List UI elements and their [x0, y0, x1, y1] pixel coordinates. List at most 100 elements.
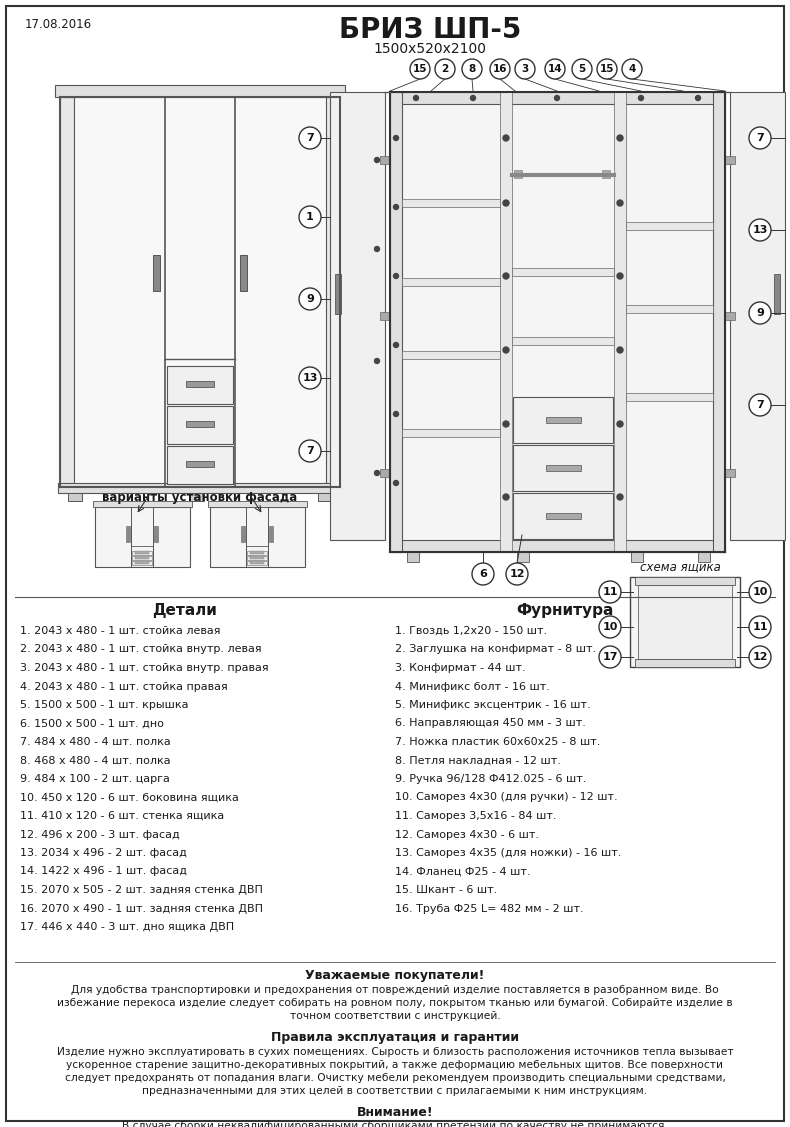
Bar — [514, 170, 522, 178]
Text: Детали: Детали — [152, 603, 217, 619]
Circle shape — [749, 219, 771, 241]
Circle shape — [749, 302, 771, 323]
Text: 15: 15 — [600, 64, 615, 74]
Circle shape — [374, 247, 379, 251]
Text: 12. Саморез 4х30 - 6 шт.: 12. Саморез 4х30 - 6 шт. — [395, 829, 539, 840]
Circle shape — [435, 59, 455, 79]
Bar — [95, 507, 190, 567]
Text: 7: 7 — [756, 400, 764, 410]
Bar — [380, 156, 390, 165]
Text: 8: 8 — [468, 64, 476, 74]
Text: 6. Направляющая 450 мм - 3 шт.: 6. Направляющая 450 мм - 3 шт. — [395, 719, 586, 728]
Text: 13: 13 — [303, 373, 318, 383]
Circle shape — [617, 421, 623, 427]
Bar — [512, 268, 614, 276]
Bar — [167, 366, 233, 403]
Bar — [500, 92, 512, 552]
Circle shape — [617, 135, 623, 141]
Bar — [626, 222, 713, 230]
Bar — [402, 350, 500, 360]
Text: 14. 1422 х 496 - 1 шт. фасад: 14. 1422 х 496 - 1 шт. фасад — [20, 867, 187, 877]
Text: 13: 13 — [752, 225, 768, 236]
Text: 16. Труба Ф25 L= 482 мм - 2 шт.: 16. Труба Ф25 L= 482 мм - 2 шт. — [395, 904, 584, 914]
Text: 7: 7 — [756, 133, 764, 143]
Text: Для удобства транспортировки и предохранения от повреждений изделие поставляется: Для удобства транспортировки и предохран… — [71, 985, 719, 995]
Text: Правила эксплуатация и гарантии: Правила эксплуатация и гарантии — [271, 1030, 519, 1044]
Text: 8. 468 х 480 - 4 шт. полка: 8. 468 х 480 - 4 шт. полка — [20, 755, 171, 765]
Bar — [635, 659, 735, 667]
Bar — [208, 502, 307, 507]
Bar — [725, 312, 735, 320]
Text: 11. 410 х 120 - 6 шт. стенка ящика: 11. 410 х 120 - 6 шт. стенка ящика — [20, 811, 224, 820]
Text: 15: 15 — [412, 64, 427, 74]
Bar — [135, 561, 149, 564]
Circle shape — [503, 494, 509, 500]
Bar — [513, 445, 613, 491]
Bar — [326, 97, 340, 487]
Text: 9: 9 — [756, 308, 764, 318]
Text: избежание перекоса изделие следует собирать на ровном полу, покрытом тканью или : избежание перекоса изделие следует собир… — [57, 999, 733, 1008]
Bar — [335, 274, 341, 314]
Bar — [725, 469, 735, 477]
Text: В случае сборки неквалифицированными сборщиками претензии по качеству не принима: В случае сборки неквалифицированными сбо… — [122, 1121, 668, 1127]
Bar — [135, 556, 149, 559]
Bar — [250, 556, 264, 559]
Bar — [517, 552, 529, 562]
Text: 17. 446 х 440 - 3 шт. дно ящика ДВП: 17. 446 х 440 - 3 шт. дно ящика ДВП — [20, 922, 234, 932]
Bar — [402, 278, 500, 286]
Bar — [402, 429, 500, 437]
Bar — [58, 483, 342, 492]
Circle shape — [749, 582, 771, 603]
Circle shape — [299, 289, 321, 310]
Text: 1. 2043 х 480 - 1 шт. стойка левая: 1. 2043 х 480 - 1 шт. стойка левая — [20, 625, 220, 636]
Text: 11: 11 — [602, 587, 618, 597]
Text: следует предохранять от попадания влаги. Очистку мебели рекомендуем производить : следует предохранять от попадания влаги.… — [65, 1073, 725, 1083]
Text: 9: 9 — [306, 294, 314, 304]
Bar — [635, 577, 735, 585]
Bar — [546, 465, 581, 471]
Circle shape — [749, 127, 771, 149]
Text: 2. 2043 х 480 - 1 шт. стойка внутр. левая: 2. 2043 х 480 - 1 шт. стойка внутр. лева… — [20, 645, 261, 655]
Circle shape — [471, 96, 476, 100]
Bar — [630, 577, 740, 667]
Text: БРИЗ ШП-5: БРИЗ ШП-5 — [339, 16, 521, 44]
Text: 17: 17 — [602, 653, 618, 662]
Text: 10. Саморез 4х30 (для ручки) - 12 шт.: 10. Саморез 4х30 (для ручки) - 12 шт. — [395, 792, 618, 802]
Circle shape — [299, 440, 321, 462]
Text: 8. Петля накладная - 12 шт.: 8. Петля накладная - 12 шт. — [395, 755, 561, 765]
Bar — [241, 526, 245, 542]
Circle shape — [299, 206, 321, 228]
Text: 9. Ручка 96/128 Ф412.025 - 6 шт.: 9. Ручка 96/128 Ф412.025 - 6 шт. — [395, 774, 586, 784]
Circle shape — [597, 59, 617, 79]
Text: 17.08.2016: 17.08.2016 — [25, 18, 92, 30]
Text: 10: 10 — [752, 587, 768, 597]
Circle shape — [503, 421, 509, 427]
Circle shape — [299, 127, 321, 149]
Circle shape — [374, 470, 379, 476]
Bar — [631, 552, 643, 562]
Bar — [132, 556, 152, 560]
Bar — [730, 92, 785, 540]
Circle shape — [503, 347, 509, 353]
Circle shape — [599, 646, 621, 668]
Circle shape — [617, 273, 623, 279]
Bar — [407, 552, 419, 562]
Bar — [774, 274, 780, 314]
Circle shape — [749, 616, 771, 638]
Text: варианты установки фасада: варианты установки фасада — [103, 490, 298, 504]
Bar — [390, 92, 725, 552]
Bar — [132, 561, 152, 565]
Circle shape — [599, 616, 621, 638]
Circle shape — [374, 358, 379, 364]
Text: 6: 6 — [479, 569, 487, 579]
Bar — [135, 551, 149, 554]
Text: 13. Саморез 4х35 (для ножки) - 16 шт.: 13. Саморез 4х35 (для ножки) - 16 шт. — [395, 848, 622, 858]
Bar — [240, 255, 247, 291]
Text: 15. Шкант - 6 шт.: 15. Шкант - 6 шт. — [395, 885, 497, 895]
Text: 5. 1500 х 500 - 1 шт. крышка: 5. 1500 х 500 - 1 шт. крышка — [20, 700, 189, 710]
Text: схема ящика: схема ящика — [640, 560, 720, 574]
Text: 7. Ножка пластик 60х60х25 - 8 шт.: 7. Ножка пластик 60х60х25 - 8 шт. — [395, 737, 600, 747]
Bar — [154, 526, 158, 542]
Text: 1: 1 — [307, 212, 314, 222]
Bar — [186, 461, 214, 467]
